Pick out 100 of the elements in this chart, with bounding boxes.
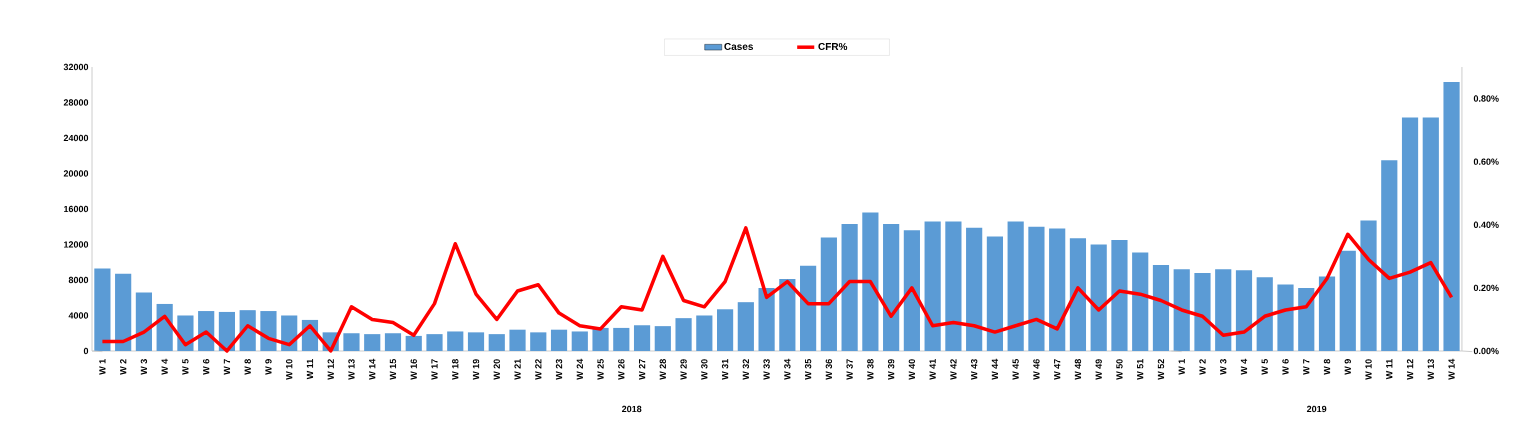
y-tick-label: 12000 bbox=[64, 241, 89, 248]
x-tick-label: W 15 bbox=[389, 359, 397, 380]
bar bbox=[1277, 284, 1294, 351]
x-tick-label: W 2 bbox=[120, 359, 127, 375]
x-tick-label: W 9 bbox=[265, 359, 272, 375]
bar bbox=[1339, 250, 1356, 351]
bar bbox=[571, 331, 588, 351]
bar bbox=[1111, 240, 1128, 351]
bar bbox=[1443, 82, 1460, 351]
bar bbox=[758, 287, 775, 351]
bar bbox=[1422, 117, 1439, 351]
x-tick-label: W 13 bbox=[348, 359, 355, 380]
bar bbox=[1069, 238, 1087, 351]
bar bbox=[426, 334, 443, 351]
y2-tick-label: 0.60% bbox=[1473, 158, 1499, 165]
x-tick-label: W 39 bbox=[887, 359, 895, 380]
x-tick-label: W 19 bbox=[472, 359, 480, 380]
x-tick-label: W 4 bbox=[1240, 358, 1248, 375]
x-tick-label: W 18 bbox=[452, 359, 459, 380]
bar bbox=[779, 279, 796, 351]
x-tick-label: W 44 bbox=[991, 358, 999, 380]
x-tick-label: W 25 bbox=[597, 359, 604, 380]
bar bbox=[1152, 264, 1170, 351]
x-tick-label: W 11 bbox=[1386, 359, 1393, 380]
x-tick-label: W 10 bbox=[1365, 359, 1372, 380]
line-series bbox=[100, 226, 1454, 353]
x-tick-label: W 33 bbox=[763, 359, 770, 380]
bar bbox=[1007, 221, 1024, 351]
bar bbox=[1028, 226, 1045, 351]
bar bbox=[675, 318, 692, 351]
bar bbox=[260, 311, 277, 351]
bar bbox=[1132, 252, 1149, 351]
bar bbox=[654, 326, 671, 351]
x-tick-label: W 8 bbox=[1323, 359, 1331, 375]
bar bbox=[924, 221, 941, 351]
y-tick-label: 0 bbox=[83, 347, 89, 355]
x-tick-label: W 1 bbox=[99, 359, 106, 375]
x-tick-label: W 12 bbox=[327, 359, 334, 380]
x-tick-label: W 42 bbox=[950, 359, 957, 380]
x-tick-label: W 24 bbox=[576, 358, 583, 380]
bar bbox=[883, 224, 900, 351]
x-tick-label: W 6 bbox=[1282, 359, 1289, 375]
bar bbox=[1401, 117, 1419, 351]
bar bbox=[384, 333, 402, 351]
y-tick-label: 28000 bbox=[63, 99, 89, 106]
bar bbox=[613, 327, 630, 351]
x-tick-label: W 5 bbox=[182, 359, 189, 375]
x-tick-label: W 36 bbox=[825, 359, 833, 380]
y2-tick-label: 0.80% bbox=[1473, 95, 1499, 102]
bar bbox=[550, 329, 568, 351]
x-tick-label: W 31 bbox=[721, 359, 729, 380]
x-tick-label: W 28 bbox=[659, 359, 667, 380]
x-tick-label: W 8 bbox=[244, 359, 251, 375]
x-tick-label: W 4 bbox=[161, 358, 168, 375]
x-tick-label: W 3 bbox=[140, 359, 148, 375]
x-tick-label: W 21 bbox=[514, 359, 521, 380]
text: 2019 bbox=[1306, 405, 1327, 413]
x-tick-label: W 16 bbox=[410, 359, 417, 380]
x-tick-label: W 1 bbox=[1178, 359, 1185, 375]
bar bbox=[592, 327, 609, 351]
x-tick-label: W 9 bbox=[1344, 359, 1351, 375]
x-tick-label: W 49 bbox=[1095, 359, 1102, 380]
bar bbox=[1381, 160, 1398, 351]
bar bbox=[1256, 277, 1273, 351]
x-tick-label: W 6 bbox=[202, 359, 210, 375]
legend-label: CFR% bbox=[818, 42, 848, 51]
bar bbox=[716, 309, 734, 351]
bar bbox=[1090, 244, 1107, 351]
y2-tick-label: 0.40% bbox=[1473, 221, 1499, 228]
bar bbox=[841, 224, 858, 351]
x-tick-label: W 20 bbox=[493, 359, 500, 380]
x-tick-label: W 47 bbox=[1054, 359, 1061, 380]
bar bbox=[1298, 287, 1315, 351]
bar bbox=[509, 329, 526, 351]
bar bbox=[405, 335, 422, 351]
bar bbox=[903, 230, 920, 351]
x-tick-label: W 30 bbox=[701, 359, 708, 380]
x-tick-label: W 41 bbox=[929, 359, 936, 380]
x-tick-label: W 5 bbox=[1261, 359, 1268, 375]
bar bbox=[862, 212, 879, 351]
bar bbox=[135, 292, 152, 351]
bar bbox=[115, 273, 132, 351]
y-tick-label: 16000 bbox=[64, 205, 89, 213]
x-tick-label: W 12 bbox=[1406, 359, 1414, 380]
x-tick-label: W 22 bbox=[535, 359, 542, 380]
x-tick-label: W 7 bbox=[1303, 359, 1310, 375]
bar bbox=[488, 334, 505, 351]
x-tick-label: W 43 bbox=[970, 359, 978, 380]
bar bbox=[1173, 269, 1190, 351]
legend-label: Cases bbox=[724, 42, 754, 51]
bar bbox=[1194, 272, 1211, 351]
bar bbox=[1235, 270, 1253, 351]
bar bbox=[343, 333, 360, 351]
bar bbox=[364, 334, 381, 351]
x-tick-label: W 13 bbox=[1427, 359, 1434, 380]
x-tick-label: W 45 bbox=[1012, 359, 1019, 380]
x-tick-label: W 27 bbox=[638, 359, 646, 380]
bar bbox=[467, 332, 485, 351]
x-tick-label: W 7 bbox=[223, 359, 231, 375]
x-tick-label: W 10 bbox=[286, 359, 293, 380]
